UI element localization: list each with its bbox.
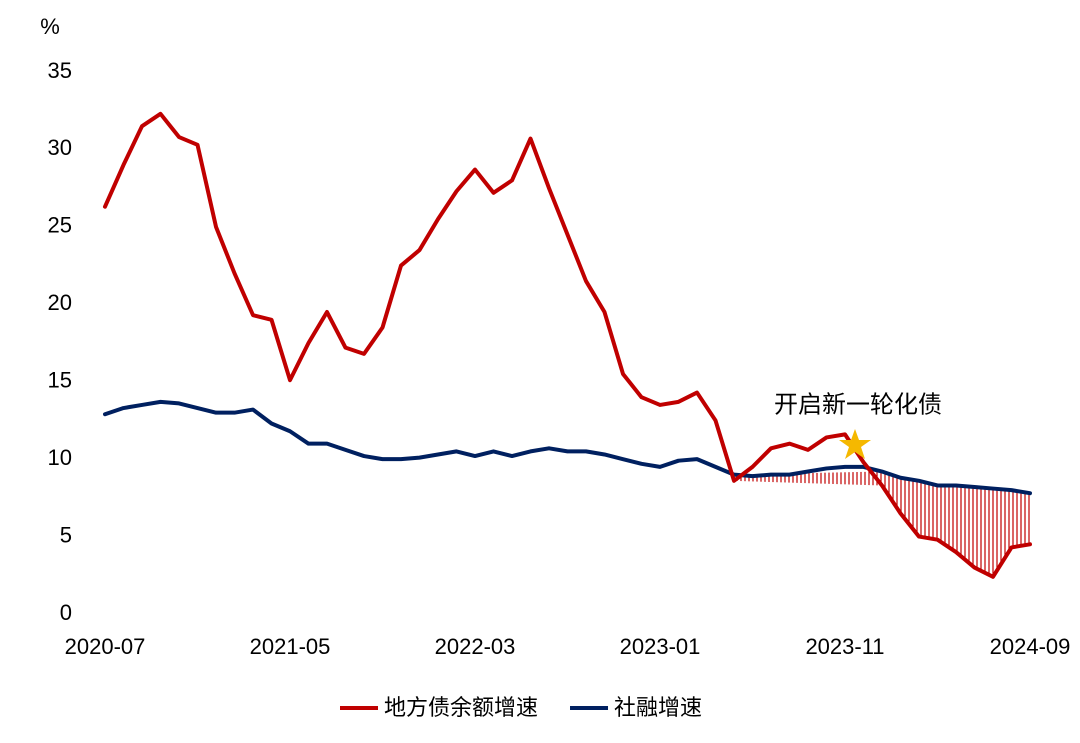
y-tick-label: 20 [48,290,72,315]
x-tick-label: 2024-09 [990,634,1071,659]
y-tick-label: 30 [48,135,72,160]
x-tick-label: 2023-11 [805,634,884,659]
y-tick-label: 5 [60,522,72,547]
series-line [103,111,1032,579]
y-tick-label: 10 [48,445,72,470]
series-line [103,399,1032,496]
annotation: 开启新一轮化债 [774,391,942,418]
x-tick-label: 2021-05 [250,634,331,659]
x-tick-label: 2022-03 [435,634,516,659]
y-tick-label: 0 [60,600,72,625]
y-tick-label: 35 [48,58,72,83]
x-tick-label: 2020-07 [65,634,146,659]
y-axis-label: % [40,14,60,39]
x-tick-label: 2023-01 [620,634,701,659]
y-tick-label: 25 [48,213,72,238]
y-tick-label: 15 [48,368,72,393]
legend-label: 地方债余额增速 [384,695,538,720]
star-marker [839,429,871,459]
legend-label: 社融增速 [614,695,702,720]
